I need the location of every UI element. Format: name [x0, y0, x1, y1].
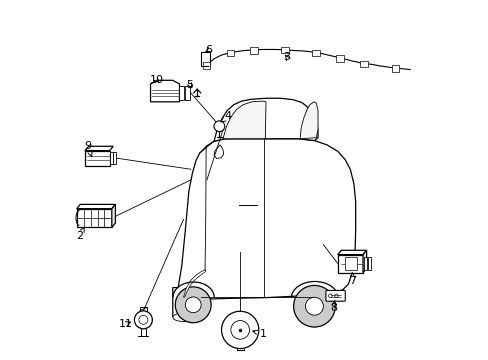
Polygon shape [150, 80, 179, 102]
Circle shape [175, 287, 211, 323]
Text: 3: 3 [283, 52, 290, 62]
Bar [391, 65, 399, 72]
Bar [336, 55, 344, 62]
Polygon shape [214, 98, 317, 141]
Circle shape [221, 311, 258, 348]
FancyBboxPatch shape [325, 291, 345, 301]
Circle shape [134, 311, 152, 329]
Polygon shape [172, 139, 355, 317]
Polygon shape [112, 204, 115, 227]
Bar [344, 257, 356, 270]
Circle shape [214, 121, 224, 132]
Bar [77, 209, 112, 227]
Text: 1: 1 [252, 329, 266, 339]
Text: 6: 6 [205, 45, 212, 55]
Polygon shape [172, 312, 201, 321]
Polygon shape [85, 146, 113, 150]
Polygon shape [300, 102, 317, 139]
Bar [337, 255, 362, 273]
Text: 7: 7 [348, 273, 356, 286]
Bar [367, 257, 371, 270]
Bar [85, 150, 109, 166]
Bar [311, 50, 319, 56]
Bar [281, 47, 289, 53]
Bar [363, 257, 366, 270]
Polygon shape [223, 101, 265, 139]
Polygon shape [214, 145, 223, 158]
Bar [201, 51, 210, 66]
Bar [184, 86, 189, 100]
Bar [113, 152, 116, 164]
Text: 9: 9 [84, 141, 92, 157]
Bar [202, 62, 210, 69]
Text: 4: 4 [221, 111, 231, 122]
Text: 10: 10 [150, 75, 163, 85]
Bar [360, 60, 367, 67]
Polygon shape [77, 204, 115, 209]
Bar [179, 86, 184, 100]
Bar [250, 47, 258, 54]
Bar [226, 50, 234, 56]
Text: 5: 5 [186, 80, 193, 90]
Polygon shape [362, 250, 366, 273]
Polygon shape [183, 270, 205, 297]
Polygon shape [337, 250, 366, 255]
Text: 11: 11 [118, 319, 132, 329]
Text: 8: 8 [329, 301, 336, 314]
Circle shape [185, 297, 201, 313]
Text: 2: 2 [76, 228, 84, 240]
Bar [110, 152, 113, 164]
Circle shape [305, 297, 323, 315]
Circle shape [293, 285, 335, 327]
